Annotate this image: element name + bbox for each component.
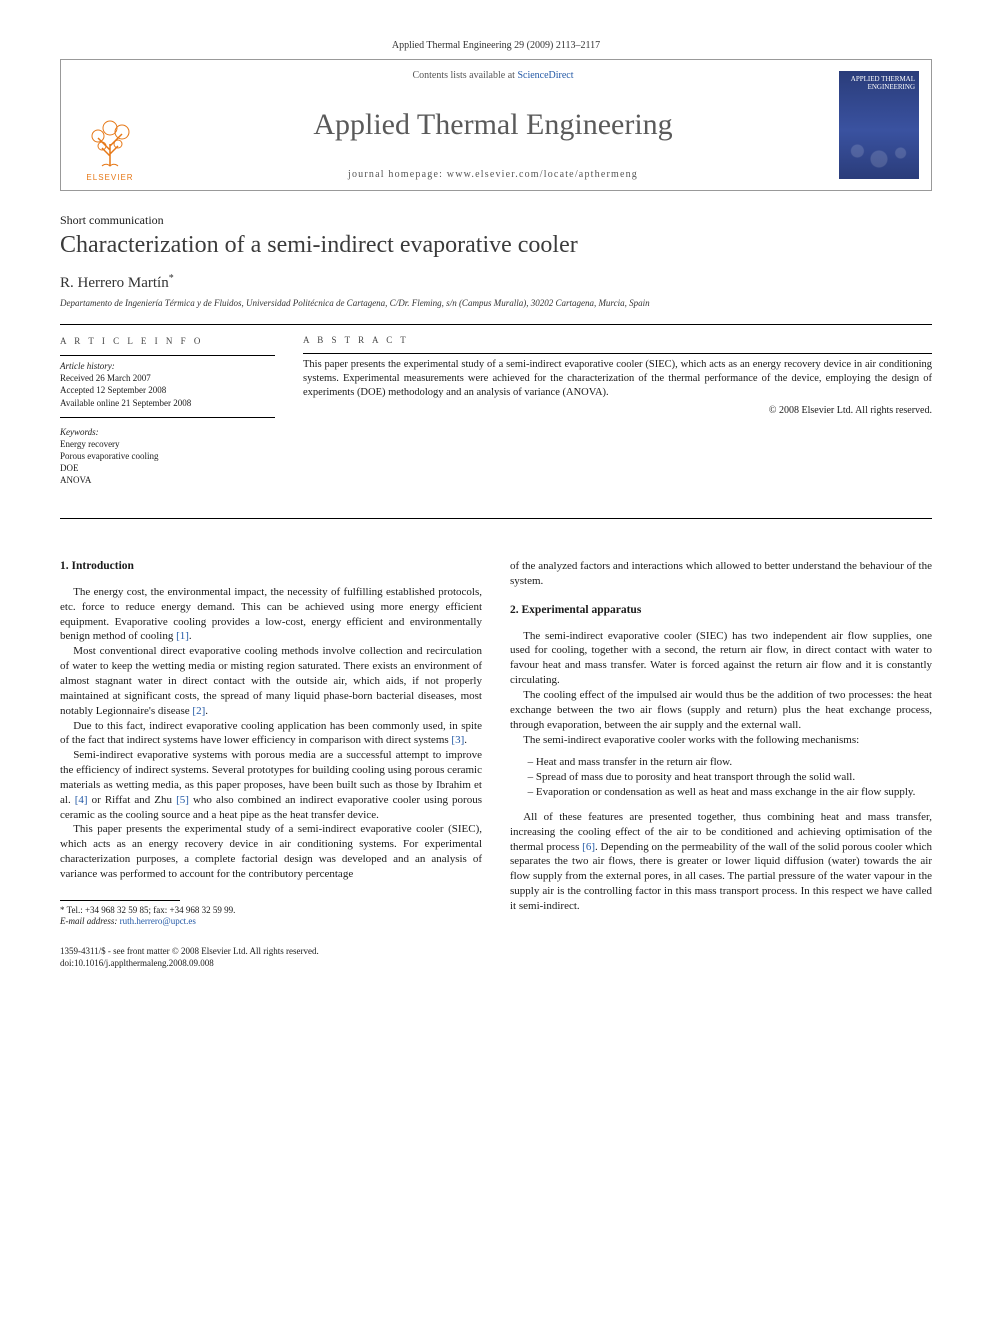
doi-line: doi:10.1016/j.applthermaleng.2008.09.008 [60,958,932,970]
article-title: Characterization of a semi-indirect evap… [60,232,932,259]
keyword: Energy recovery [60,438,275,450]
divider [60,355,275,356]
author-name: R. Herrero Martín [60,275,169,291]
body-columns: 1. Introduction The energy cost, the env… [60,559,932,928]
publisher-name: ELSEVIER [86,173,133,182]
body-paragraph: The semi-indirect evaporative cooler wor… [510,733,932,748]
section-heading: 2. Experimental apparatus [510,603,932,619]
homepage-url: www.elsevier.com/locate/apthermeng [447,169,638,180]
ref-link[interactable]: [1] [176,630,189,642]
journal-cover-cell: APPLIED THERMAL ENGINEERING [827,60,931,190]
email-label: E-mail address: [60,916,117,926]
page: Applied Thermal Engineering 29 (2009) 21… [0,0,992,1020]
footnotes: * Tel.: +34 968 32 59 85; fax: +34 968 3… [60,905,482,928]
cover-title: APPLIED THERMAL ENGINEERING [843,75,915,92]
ref-link[interactable]: [3] [451,734,464,746]
footnote-email-line: E-mail address: ruth.herrero@upct.es [60,916,482,928]
body-paragraph: of the analyzed factors and interactions… [510,559,932,589]
body-paragraph: Most conventional direct evaporative coo… [60,644,482,718]
front-matter-line: 1359-4311/$ - see front matter © 2008 El… [60,946,932,958]
divider [60,518,932,519]
contents-available: Contents lists available at ScienceDirec… [167,70,819,81]
abstract-text: This paper presents the experimental stu… [303,358,932,401]
author-marker: * [169,273,174,284]
divider [60,324,932,325]
affiliation: Departamento de Ingeniería Térmica y de … [60,298,932,308]
history-received: Received 26 March 2007 [60,372,275,384]
divider [303,353,932,354]
elsevier-tree-icon [80,116,140,171]
ref-link[interactable]: [6] [582,841,595,853]
ref-link[interactable]: [4] [75,794,88,806]
footnote-contact: * Tel.: +34 968 32 59 85; fax: +34 968 3… [60,905,482,917]
list-item: Heat and mass transfer in the return air… [528,755,932,770]
abstract-copyright: © 2008 Elsevier Ltd. All rights reserved… [303,405,932,416]
history-accepted: Accepted 12 September 2008 [60,384,275,396]
abstract-label: A B S T R A C T [303,335,932,345]
abstract: A B S T R A C T This paper presents the … [303,335,932,502]
contents-prefix: Contents lists available at [412,70,517,81]
mechanism-list: Heat and mass transfer in the return air… [528,755,932,800]
citation-line: Applied Thermal Engineering 29 (2009) 21… [60,40,932,51]
history-block: Article history: Received 26 March 2007 … [60,360,275,418]
section-heading: 1. Introduction [60,559,482,575]
info-label: A R T I C L E I N F O [60,335,275,347]
body-paragraph: The semi-indirect evaporative cooler (SI… [510,629,932,688]
keywords-label: Keywords: [60,426,275,438]
email-link[interactable]: ruth.herrero@upct.es [120,916,196,926]
history-online: Available online 21 September 2008 [60,397,275,409]
list-item: Evaporation or condensation as well as h… [528,785,932,800]
keywords-block: Keywords: Energy recovery Porous evapora… [60,426,275,495]
list-item: Spread of mass due to porosity and heat … [528,770,932,785]
keyword: ANOVA [60,474,275,486]
keyword: DOE [60,462,275,474]
journal-cover: APPLIED THERMAL ENGINEERING [839,71,919,179]
header-center: Contents lists available at ScienceDirec… [159,60,827,190]
ref-link[interactable]: [2] [192,705,205,717]
history-label: Article history: [60,360,275,372]
journal-name: Applied Thermal Engineering [167,108,819,142]
body-paragraph: This paper presents the experimental stu… [60,822,482,881]
authors: R. Herrero Martín* [60,273,932,292]
body-paragraph: The energy cost, the environmental impac… [60,585,482,644]
body-paragraph: Due to this fact, indirect evaporative c… [60,719,482,749]
journal-homepage: journal homepage: www.elsevier.com/locat… [167,169,819,180]
sciencedirect-link[interactable]: ScienceDirect [517,70,573,81]
article-type: Short communication [60,213,932,228]
body-paragraph: The cooling effect of the impulsed air w… [510,688,932,733]
bottom-metadata: 1359-4311/$ - see front matter © 2008 El… [60,946,932,969]
info-abstract-row: A R T I C L E I N F O Article history: R… [60,335,932,502]
journal-header: ELSEVIER Contents lists available at Sci… [60,59,932,191]
article-info: A R T I C L E I N F O Article history: R… [60,335,275,502]
homepage-prefix: journal homepage: [348,169,447,180]
body-paragraph: Semi-indirect evaporative systems with p… [60,748,482,822]
body-paragraph: All of these features are presented toge… [510,810,932,914]
cover-pattern [843,135,915,175]
ref-link[interactable]: [5] [176,794,189,806]
publisher-logo-cell: ELSEVIER [61,60,159,190]
keyword: Porous evaporative cooling [60,450,275,462]
elsevier-logo: ELSEVIER [75,102,145,182]
